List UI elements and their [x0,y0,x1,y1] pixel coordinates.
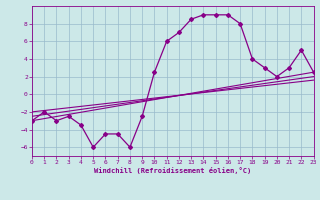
X-axis label: Windchill (Refroidissement éolien,°C): Windchill (Refroidissement éolien,°C) [94,167,252,174]
